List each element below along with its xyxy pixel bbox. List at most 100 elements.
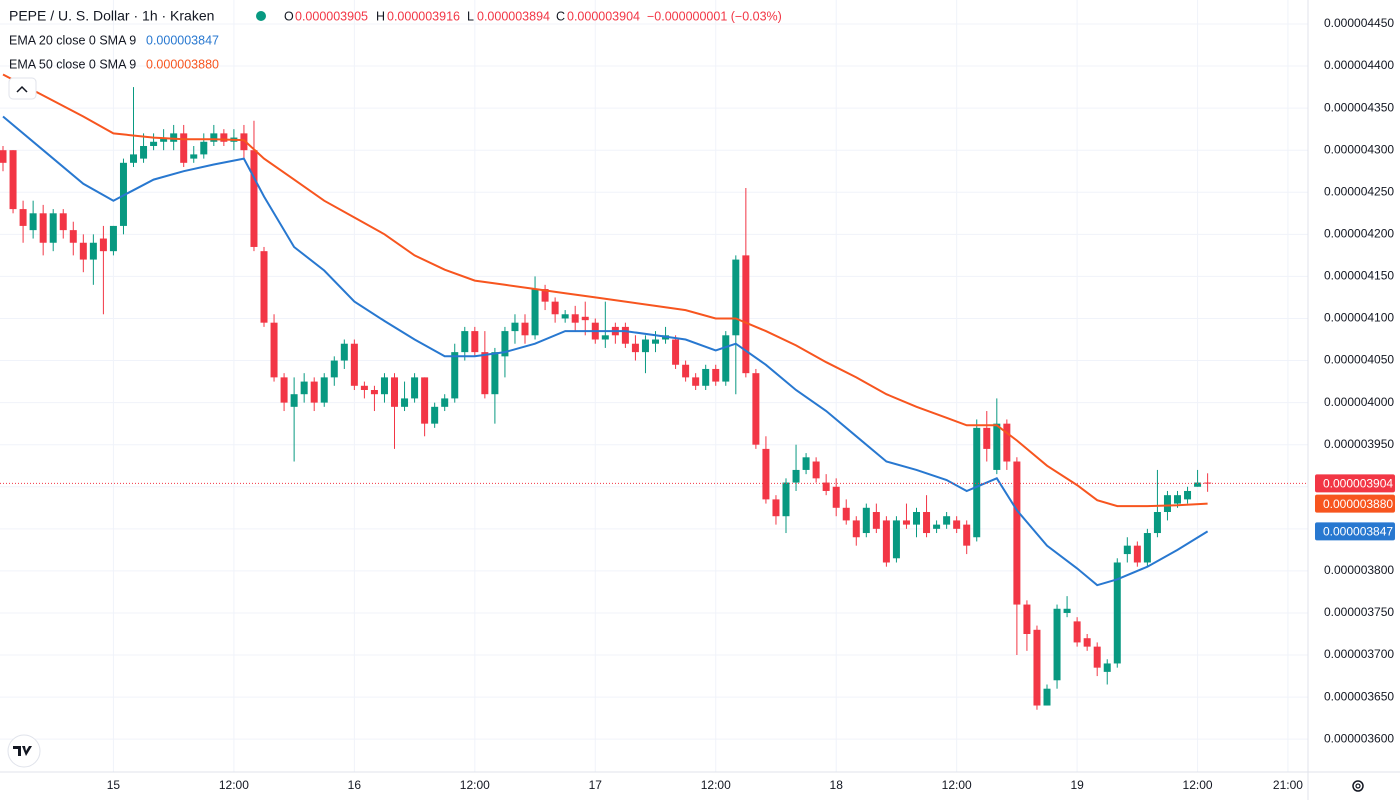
candle-body [160, 137, 168, 142]
candle-body [150, 141, 158, 146]
candle-body [190, 154, 198, 159]
candle-body [802, 457, 810, 470]
ema-line [2, 73, 1208, 508]
candle-body [140, 145, 148, 159]
candle-body [1033, 629, 1041, 706]
candle-body [1003, 423, 1011, 462]
candle-body [852, 520, 860, 538]
y-tick-label: 0.000004100 [1324, 311, 1394, 325]
candle-body [69, 230, 77, 243]
price-tag [1315, 474, 1395, 493]
y-tick-label: 0.000003950 [1324, 437, 1394, 451]
grid [0, 0, 1308, 772]
candle-body [200, 141, 208, 155]
ema-line [2, 115, 1209, 587]
candle-body [481, 352, 489, 395]
candle-body [762, 448, 770, 500]
candle-body [471, 331, 479, 353]
candle-body [752, 373, 760, 445]
legend-label[interactable]: EMA 50 close 0 SMA 9 [9, 57, 136, 71]
y-tick-label: 0.000004050 [1324, 353, 1394, 367]
candle-body [360, 385, 368, 390]
candle-body [702, 368, 710, 386]
candle-body [310, 381, 318, 403]
plot-area [0, 73, 1308, 710]
candle-body [0, 150, 7, 163]
y-tick-label: 0.000003750 [1324, 605, 1394, 619]
legend-label[interactable]: EMA 20 close 0 SMA 9 [9, 33, 136, 47]
ohlc-open: 0.000003905 [295, 9, 368, 23]
candle-body [571, 314, 579, 323]
legend-value: 0.000003880 [146, 57, 219, 71]
ohlc-close: 0.000003904 [567, 9, 640, 23]
candle-body [300, 381, 308, 395]
candle-body [180, 133, 188, 163]
candle-body [1043, 688, 1051, 706]
y-tick-label: 0.000003700 [1324, 647, 1394, 661]
candle-body [89, 242, 97, 260]
candle-body [290, 394, 298, 407]
candle-body [541, 289, 549, 302]
ohlc-l-label: L [467, 9, 474, 23]
candle-body [1053, 608, 1061, 681]
candle-body [1153, 512, 1161, 534]
y-tick-label: 0.000004350 [1324, 100, 1394, 114]
candle-body [641, 339, 649, 353]
candle-body [983, 427, 991, 449]
candle-body [551, 301, 559, 315]
candle-body [39, 213, 47, 243]
candle-body [461, 331, 469, 353]
ohlc-o-label: O [284, 9, 294, 23]
price-tag-label: 0.000003904 [1323, 477, 1393, 491]
candle-body [170, 133, 178, 142]
candle-body [340, 343, 348, 361]
price-tag [1315, 494, 1395, 513]
candle-body [722, 335, 730, 382]
candle-body [411, 377, 419, 399]
candle-body [792, 469, 800, 483]
candle-body [370, 389, 378, 395]
candle-body [963, 524, 971, 546]
candle-body [581, 316, 589, 321]
y-tick-label: 0.000004150 [1324, 269, 1394, 283]
candle-body [1013, 461, 1021, 605]
candle-body [1073, 621, 1081, 643]
candle-body [712, 368, 720, 382]
candle-body [320, 377, 328, 403]
market-status-dot [256, 11, 266, 21]
x-tick-label: 21:00 [1273, 778, 1303, 792]
candle-body [953, 520, 961, 529]
candle-body [933, 524, 941, 529]
collapse-button[interactable] [8, 77, 37, 100]
y-tick-label: 0.000003600 [1324, 731, 1394, 745]
tradingview-logo[interactable] [7, 734, 41, 768]
candle-body [391, 377, 399, 407]
candle-body [270, 322, 278, 378]
price-tag-label: 0.000003880 [1323, 497, 1393, 511]
y-tick-label: 0.000004200 [1324, 227, 1394, 241]
candle-body [451, 352, 459, 399]
ohlc-c-label: C [556, 9, 565, 23]
candle-body [350, 343, 358, 386]
candle-body [260, 251, 268, 323]
candle-body [812, 461, 820, 479]
candle-body [109, 225, 117, 252]
candle-body [1123, 545, 1131, 555]
y-tick-label: 0.000004450 [1324, 16, 1394, 30]
candle-body [501, 331, 509, 357]
candle-body [892, 520, 900, 559]
candle-body [692, 377, 700, 386]
candle-body [1113, 562, 1121, 664]
candle-body [431, 406, 439, 424]
x-tick-label: 12:00 [701, 778, 731, 792]
candle-body [79, 242, 87, 260]
candle-body [19, 209, 27, 226]
x-tick-label: 12:00 [1183, 778, 1213, 792]
ohlc-change: −0.000000001 (−0.03%) [647, 9, 782, 23]
price-tag [1315, 522, 1395, 541]
settings-gear[interactable] [1352, 780, 1364, 792]
candle-body [882, 520, 890, 563]
y-tick-label: 0.000004400 [1324, 58, 1394, 72]
candle-body [1083, 638, 1091, 647]
